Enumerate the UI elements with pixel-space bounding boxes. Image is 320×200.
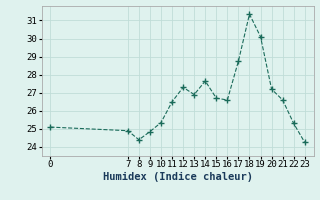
- X-axis label: Humidex (Indice chaleur): Humidex (Indice chaleur): [103, 172, 252, 182]
